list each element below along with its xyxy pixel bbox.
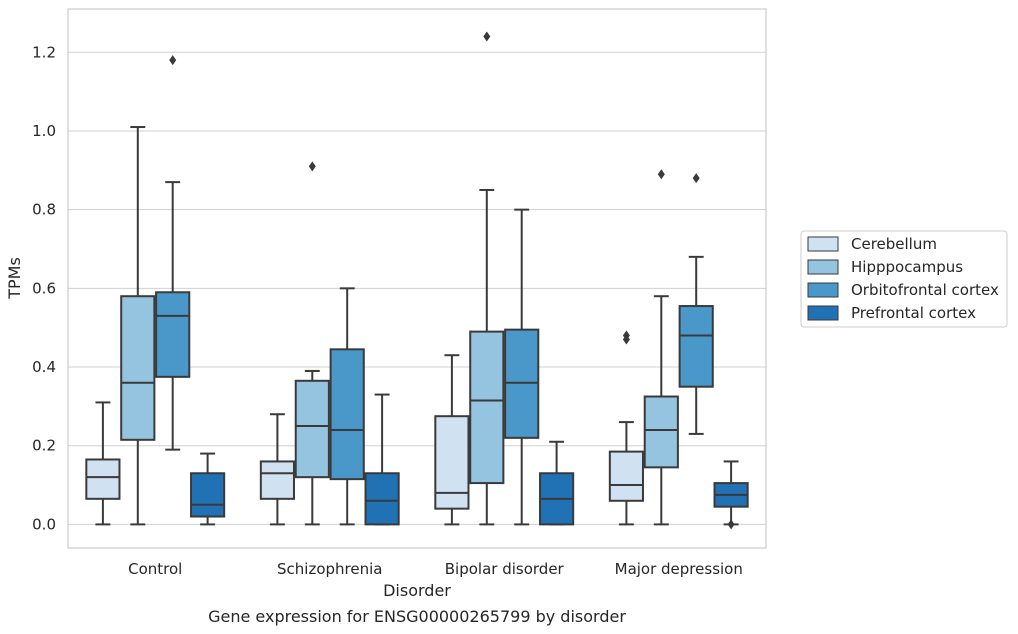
x-axis-label: Disorder bbox=[383, 581, 451, 600]
box-iqr bbox=[329, 348, 365, 481]
y-tick-label: 0.6 bbox=[32, 279, 56, 297]
legend-label: Orbitofrontal cortex bbox=[851, 281, 999, 299]
box-iqr bbox=[434, 415, 470, 510]
legend-label: Hipppocampus bbox=[851, 258, 963, 276]
y-axis-label: TPMs bbox=[5, 257, 24, 300]
x-tick-label: Bipolar disorder bbox=[445, 560, 565, 578]
box-major-depression-hipppocampus bbox=[643, 169, 679, 526]
legend-label: Cerebellum bbox=[851, 235, 937, 253]
legend-label: Prefrontal cortex bbox=[851, 304, 976, 322]
y-tick-label: 1.0 bbox=[32, 122, 56, 140]
box-iqr bbox=[190, 472, 226, 518]
legend-item-hipppocampus: Hipppocampus bbox=[807, 258, 963, 276]
box-control-prefrontal-cortex bbox=[190, 452, 226, 526]
box-iqr bbox=[120, 295, 156, 441]
box-iqr bbox=[294, 379, 330, 479]
legend-swatch bbox=[807, 282, 839, 298]
box-iqr bbox=[155, 291, 191, 378]
box-iqr bbox=[259, 460, 295, 500]
outlier-point bbox=[169, 55, 177, 66]
box-major-depression-cerebellum bbox=[608, 330, 644, 526]
outlier-point bbox=[657, 169, 665, 180]
x-axis-ticks: Control Schizophrenia Bipolar disorder Majo… bbox=[128, 560, 743, 578]
outlier-point bbox=[308, 161, 316, 172]
box-schizophrenia-hipppocampus bbox=[294, 161, 330, 526]
y-axis-ticks: 0.0 0.2 0.4 0.6 0.8 1.0 1.2 bbox=[32, 43, 56, 533]
box-bipolar-disorder-prefrontal-cortex bbox=[539, 440, 575, 526]
box-iqr bbox=[364, 472, 400, 526]
box-bipolar-disorder-orbitofrontal-cortex bbox=[504, 208, 540, 526]
legend-swatch bbox=[807, 305, 839, 321]
box-iqr bbox=[469, 330, 505, 485]
x-tick-label: Major depression bbox=[615, 560, 743, 578]
box-control-cerebellum bbox=[85, 401, 121, 526]
box-iqr bbox=[643, 395, 679, 469]
legend-item-orbitofrontal-cortex: Orbitofrontal cortex bbox=[807, 281, 999, 299]
box-bipolar-disorder-hipppocampus bbox=[469, 31, 505, 526]
outlier-point bbox=[727, 519, 735, 530]
legend: Cerebellum Hipppocampus Orbitofrontal cort… bbox=[800, 230, 1008, 328]
box-iqr bbox=[608, 450, 644, 502]
box-control-hipppocampus bbox=[120, 126, 156, 526]
x-tick-label: Schizophrenia bbox=[277, 560, 382, 578]
chart-caption: Gene expression for ENSG00000265799 by d… bbox=[208, 607, 626, 626]
legend-item-prefrontal-cortex: Prefrontal cortex bbox=[807, 304, 976, 322]
y-tick-label: 0.0 bbox=[32, 515, 56, 533]
outlier-point bbox=[483, 31, 491, 42]
legend-swatch bbox=[807, 236, 839, 252]
legend-item-cerebellum: Cerebellum bbox=[807, 235, 937, 253]
legend-swatch bbox=[807, 259, 839, 275]
box-bipolar-disorder-cerebellum bbox=[434, 354, 470, 526]
legend-frame bbox=[800, 230, 1008, 328]
outlier-point bbox=[692, 173, 700, 184]
box-plot-groups bbox=[85, 31, 749, 530]
box-schizophrenia-cerebellum bbox=[259, 413, 295, 526]
box-iqr bbox=[678, 305, 714, 388]
box-major-depression-orbitofrontal-cortex bbox=[678, 173, 714, 435]
box-control-orbitofrontal-cortex bbox=[155, 55, 191, 451]
y-tick-label: 0.2 bbox=[32, 437, 56, 455]
box-iqr bbox=[85, 458, 121, 500]
x-tick-label: Control bbox=[128, 560, 182, 578]
y-tick-label: 1.2 bbox=[32, 43, 56, 61]
box-schizophrenia-orbitofrontal-cortex bbox=[329, 287, 365, 526]
y-tick-label: 0.8 bbox=[32, 201, 56, 219]
y-tick-label: 0.4 bbox=[32, 358, 56, 376]
outlier-point bbox=[622, 330, 630, 341]
box-schizophrenia-prefrontal-cortex bbox=[364, 393, 400, 526]
box-major-depression-prefrontal-cortex bbox=[713, 460, 749, 530]
plot-frame bbox=[67, 8, 767, 549]
